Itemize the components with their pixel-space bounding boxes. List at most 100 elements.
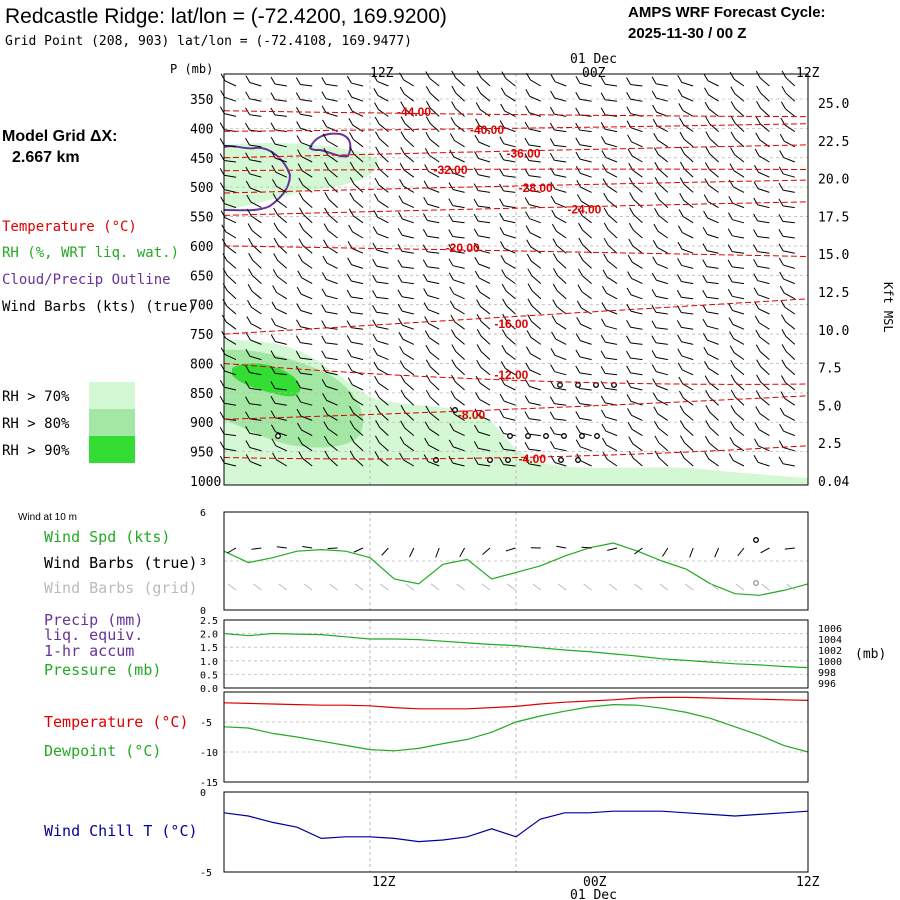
panel-tick-label: 0.5	[200, 670, 218, 681]
pressure-tick-label: 500	[190, 181, 213, 196]
wind-barb	[501, 283, 516, 300]
wind-barb	[756, 374, 770, 391]
wind-barb	[702, 304, 719, 315]
wind-barb	[348, 224, 364, 239]
legend-rh: RH (%, WRT liq. wat.)	[2, 245, 179, 261]
surface-wind-barb	[459, 547, 466, 557]
wind-barb	[321, 91, 338, 102]
wind-barb	[295, 92, 313, 102]
wind-barb	[781, 344, 796, 360]
wind-barb	[704, 162, 719, 178]
wind-barb	[778, 456, 795, 467]
wind-barb	[346, 335, 364, 345]
wind-barb	[247, 223, 262, 239]
temperature-contour	[223, 395, 809, 420]
wind-barb	[373, 193, 389, 209]
wind-barb	[550, 348, 567, 361]
wind-barb	[626, 77, 643, 87]
wind-barb	[550, 441, 567, 452]
wind-barb	[374, 116, 389, 132]
wind-barb	[729, 331, 745, 345]
calm-wind-marker	[557, 382, 563, 388]
surface-wind-barb	[556, 545, 567, 549]
wind-barb	[626, 106, 643, 117]
wind-barb	[753, 229, 770, 239]
wind-barb	[705, 146, 719, 163]
height-tick-label: 20.0	[818, 173, 849, 188]
wind-barb	[425, 85, 440, 102]
wind-barb	[474, 256, 491, 269]
wind-barb	[499, 241, 516, 254]
calm-wind-marker	[593, 382, 599, 388]
wind-barb	[348, 208, 364, 224]
wind-barb	[296, 135, 313, 148]
wind-barb	[323, 239, 338, 254]
wind-barb	[399, 346, 415, 361]
wind-barb	[449, 133, 465, 148]
series-line	[223, 810, 809, 843]
calm-wind-marker	[561, 433, 567, 439]
wind-barb	[778, 182, 795, 193]
wind-barb	[449, 286, 465, 300]
wind-barb	[626, 287, 643, 300]
wind-barb	[346, 305, 364, 315]
wind-barb	[500, 377, 516, 391]
grid-spacing-value: 2.667 km	[12, 149, 80, 166]
wind-barb	[728, 317, 745, 330]
wind-barb	[373, 210, 389, 224]
temperature-contour	[223, 179, 809, 194]
wind-barb	[702, 274, 719, 285]
panel-tick-label: 0	[200, 788, 206, 799]
wind-barb	[778, 243, 795, 254]
wind-barb	[704, 435, 719, 452]
wind-barb	[298, 222, 313, 239]
wind-barb	[676, 289, 694, 300]
dewpoint-legend: Dewpoint (°C)	[44, 742, 161, 760]
wind-barb	[551, 331, 567, 345]
wind-barb	[654, 450, 669, 467]
wind-barb	[219, 153, 237, 163]
pressure-tick-label: 350	[190, 93, 213, 108]
wind-barb	[346, 289, 364, 300]
wind-barb	[600, 395, 618, 406]
wind-barb	[654, 192, 669, 208]
wind-barb	[552, 238, 567, 254]
wind-barb	[297, 254, 313, 269]
wind-barb	[753, 197, 770, 209]
wind-barb	[222, 283, 237, 300]
wind-barb	[576, 300, 592, 315]
surface-wind-barb	[634, 547, 643, 555]
wind-barb	[730, 405, 745, 421]
wind-barb	[271, 165, 288, 178]
wind-barb	[298, 451, 313, 467]
wind-barb	[473, 213, 491, 224]
wind-barb	[245, 454, 262, 467]
legend-rh80-label: RH > 80%	[2, 416, 70, 432]
wind-barb	[448, 272, 465, 285]
wind-barb	[400, 101, 415, 117]
wind-barb	[651, 335, 668, 345]
wind-barb	[450, 314, 465, 330]
wind-barb	[781, 101, 796, 117]
precip-legend-accum: 1-hr accum	[44, 642, 134, 660]
wind-barb	[374, 435, 389, 452]
wind-barb	[323, 147, 338, 163]
temperature-contour	[223, 362, 809, 385]
wind-barb	[551, 209, 567, 224]
pressure-tick-label: 650	[190, 269, 213, 284]
wind-barb	[677, 362, 694, 376]
wind-barb	[296, 121, 313, 133]
wind-barb	[273, 253, 288, 269]
wind-barb	[476, 299, 491, 315]
wind-barb	[551, 223, 567, 239]
wind-barb	[575, 365, 592, 376]
wind-barb	[677, 348, 694, 361]
wind-barb	[652, 104, 668, 117]
wind-barb	[628, 222, 643, 239]
wind-barbs-grid-legend: Wind Barbs (grid)	[44, 579, 198, 597]
wind-barb	[399, 178, 415, 193]
wind-barb	[702, 227, 719, 239]
wind-barb	[552, 253, 567, 269]
wind-barb	[730, 131, 745, 148]
panel-tick-label: 3	[200, 557, 206, 568]
